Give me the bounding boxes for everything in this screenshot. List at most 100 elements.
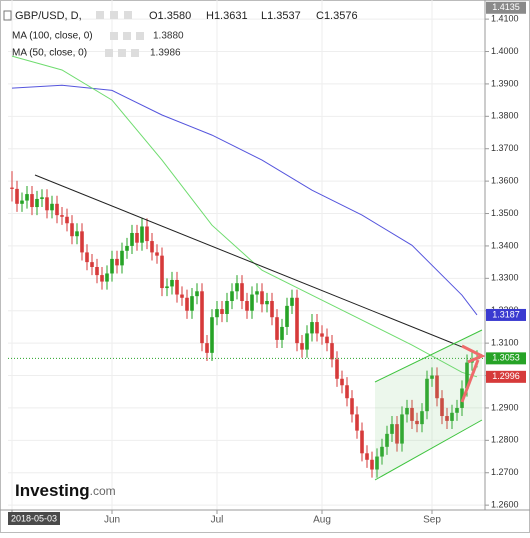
candle-body [365,453,369,460]
arrow-shaft [460,359,480,403]
candle-body [50,203,54,211]
candle-body [15,188,19,204]
candle-body [155,252,159,256]
candle-body [165,286,169,289]
icon [110,11,118,19]
candle-body [80,231,84,253]
logo-suffix: .com [90,484,116,498]
candle-body [175,279,179,295]
icon [105,49,113,57]
candle-body [275,317,279,340]
y-tick-label: 1.3300 [491,273,519,283]
candle-body [260,291,264,305]
candle-body [65,216,69,224]
y-tick-label: 1.4000 [491,46,519,56]
header: GBP/USD, D, O1.3580 H1.3631 L1.3537 C1.3… [3,10,358,59]
candle-body [320,333,324,337]
candle-body [160,255,164,289]
x-tick-label: Sep [423,515,441,526]
x-tick-label: Jul [211,515,224,526]
y-tick-label: 1.3700 [491,143,519,153]
candle-body [150,241,154,253]
candle-body [195,291,199,297]
candle-body [190,296,194,311]
candle-body [300,343,304,350]
y-tick-label: 1.3400 [491,240,519,250]
candle-body [290,297,294,306]
logo: Investing.com [15,481,116,500]
candle-body [115,258,119,266]
ma-line [11,84,478,316]
candle-body [295,297,299,344]
price-label-box [486,352,526,365]
candle-body [135,232,139,243]
candle-body [60,215,64,217]
candle-body [415,420,419,425]
channel-lower [374,419,483,481]
icon [124,11,132,19]
candle-body [335,359,339,379]
candle-body [395,424,399,444]
candle-body [215,309,219,318]
legend-value: 1.3880 [153,31,184,42]
candle-body [45,197,49,211]
price-label: 1.4135 [492,2,520,12]
candle-body [140,226,144,243]
price-label-box [486,370,526,383]
open-label: O1.3580 [149,10,191,22]
y-tick-label: 1.3600 [491,175,519,185]
candle-body [345,385,349,399]
x-tick-label: Jun [104,515,120,526]
candle-body [385,433,389,447]
candle-body [400,414,404,444]
price-label-box [486,1,526,14]
icon [96,11,104,19]
candle-body [225,301,229,314]
candle-body [20,200,24,204]
y-tick-label: 1.2800 [491,435,519,445]
candle-body [120,250,124,266]
candle-body [360,430,364,454]
candle-body [255,291,259,295]
axes: 1.26001.27001.28001.29001.30001.31001.32… [8,1,526,526]
candle-body [445,416,449,421]
x-tick-label: Aug [313,515,331,526]
ma-line [11,55,478,378]
channel-upper [374,329,483,383]
x-tick-label: 2018-05-03 [11,513,57,523]
icon [136,32,144,40]
candle-body [315,322,319,334]
candle-body [100,275,104,282]
candle-body [220,309,224,314]
legend-entry: MA (100, close, 0) [12,31,93,42]
candle-body [235,283,239,292]
annotations [34,174,486,481]
candle-body [70,223,74,237]
low-label: L1.3537 [261,10,301,22]
candle-body [105,273,109,282]
candle-body [265,301,269,305]
channel-fill [375,330,482,480]
candle-body [230,291,234,302]
candle-body [450,412,454,421]
candle-body [95,266,99,276]
candle-body [350,398,354,415]
candle-body [250,294,254,311]
y-tick-label: 1.3500 [491,208,519,218]
y-tick-label: 1.2700 [491,467,519,477]
candle-body [55,203,59,216]
candle-body [90,262,94,267]
logo-main: Investing [15,481,90,500]
candle-body [130,232,134,246]
y-tick-label: 1.2900 [491,402,519,412]
candle-body [355,414,359,431]
icon [110,32,118,40]
icon [3,10,12,21]
candle-body [10,187,14,189]
candle-body [285,305,289,327]
candle-body [310,322,314,334]
price-label: 1.3187 [492,309,520,319]
candle-body [455,407,459,413]
